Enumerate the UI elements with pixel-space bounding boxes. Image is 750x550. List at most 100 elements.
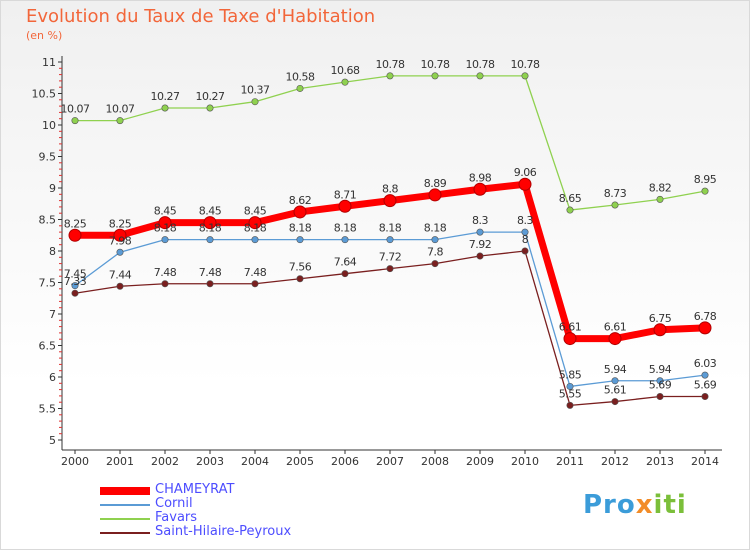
data-label: 8.25 [109,217,132,230]
data-point [161,280,169,288]
x-tick-label: 2002 [151,455,179,468]
data-point [71,289,79,297]
data-point [251,236,259,244]
data-label: 7.44 [109,268,132,281]
legend: CHAMEYRAT Cornil Favars Saint-Hilaire-Peyro… [100,482,360,540]
data-point [611,201,619,209]
data-point [338,199,352,213]
y-tick-label: 10.5 [32,88,57,101]
data-point [521,228,529,236]
data-label: 10.07 [106,103,135,116]
data-label: 8.62 [289,194,312,207]
data-label: 7.64 [334,256,357,269]
y-tick-label: 7 [49,308,56,321]
data-point [698,321,712,335]
data-point [656,377,664,385]
logo-part-pro: Pro [583,490,636,520]
data-label: 10.37 [241,84,270,97]
data-point [656,393,664,401]
legend-label: Saint-Hilaire-Peyroux [155,524,292,539]
data-point [116,248,124,256]
data-label: 10.78 [421,58,450,71]
data-label: 5.61 [604,384,627,397]
data-point [566,382,574,390]
data-label: 8.95 [694,173,717,186]
data-label: 8.89 [424,177,447,190]
data-point [251,280,259,288]
data-label: 7.33 [64,275,87,288]
legend-swatch [100,504,150,506]
data-label: 10.58 [286,70,315,83]
data-label: 9.06 [514,166,537,179]
data-label: 8.18 [334,222,357,235]
data-label: 10.27 [151,90,180,103]
data-point [428,188,442,202]
data-point [293,205,307,219]
data-label: 8 [522,233,529,246]
x-tick-label: 2005 [286,455,314,468]
data-label: 8.3 [517,214,533,227]
data-label: 5.69 [694,379,717,392]
data-label: 8.65 [559,192,582,205]
x-tick-label: 2012 [601,455,629,468]
data-point [71,117,79,125]
data-point [296,236,304,244]
data-point [656,195,664,203]
data-point [566,401,574,409]
logo-part-iti: iti [653,490,687,520]
data-point [386,72,394,80]
chart-title: Evolution du Taux de Taxe d'Habitation [26,6,376,27]
legend-swatch [100,518,150,520]
y-tick-label: 10 [42,119,56,132]
data-label: 10.68 [331,64,360,77]
data-label: 10.27 [196,90,225,103]
data-point [68,228,82,242]
data-point [206,280,214,288]
data-label: 7.92 [469,238,492,251]
legend-item: CHAMEYRAT [100,482,360,498]
x-tick-label: 2014 [691,455,719,468]
data-label: 5.55 [559,387,582,400]
data-point [251,98,259,106]
data-label: 8.18 [424,222,447,235]
data-point [341,78,349,86]
data-point [203,216,217,230]
data-label: 10.78 [511,58,540,71]
y-tick-label: 9 [49,182,56,195]
x-tick-label: 2003 [196,455,224,468]
x-tick-label: 2013 [646,455,674,468]
legend-swatch [100,487,150,495]
data-label: 8.71 [334,188,357,201]
data-label: 8.18 [244,222,267,235]
proxiti-logo: Proxiti [583,490,687,520]
x-tick-label: 2009 [466,455,494,468]
data-point [431,260,439,268]
y-tick-label: 5 [49,434,56,447]
data-label: 7.98 [109,234,132,247]
legend-label: Favars [155,510,198,525]
data-point [113,228,127,242]
data-point [608,332,622,346]
data-label: 7.56 [289,261,312,274]
data-point [116,282,124,290]
y-tick-label: 6 [49,371,56,384]
data-label: 10.78 [466,58,495,71]
data-label: 8.45 [244,205,267,218]
data-label: 8.18 [199,222,222,235]
data-point [383,194,397,208]
data-label: 7.8 [427,246,443,259]
data-point [431,72,439,80]
data-point [476,252,484,260]
data-label: 6.78 [694,310,717,323]
y-tick-label: 11 [42,56,56,69]
data-point [611,398,619,406]
data-point [71,282,79,290]
data-point [476,228,484,236]
legend-item: Favars [100,510,360,526]
data-label: 8.8 [382,183,398,196]
data-point [701,371,709,379]
x-tick-label: 2011 [556,455,584,468]
data-label: 8.25 [64,217,87,230]
data-label: 7.72 [379,251,402,264]
data-label: 6.75 [649,312,672,325]
